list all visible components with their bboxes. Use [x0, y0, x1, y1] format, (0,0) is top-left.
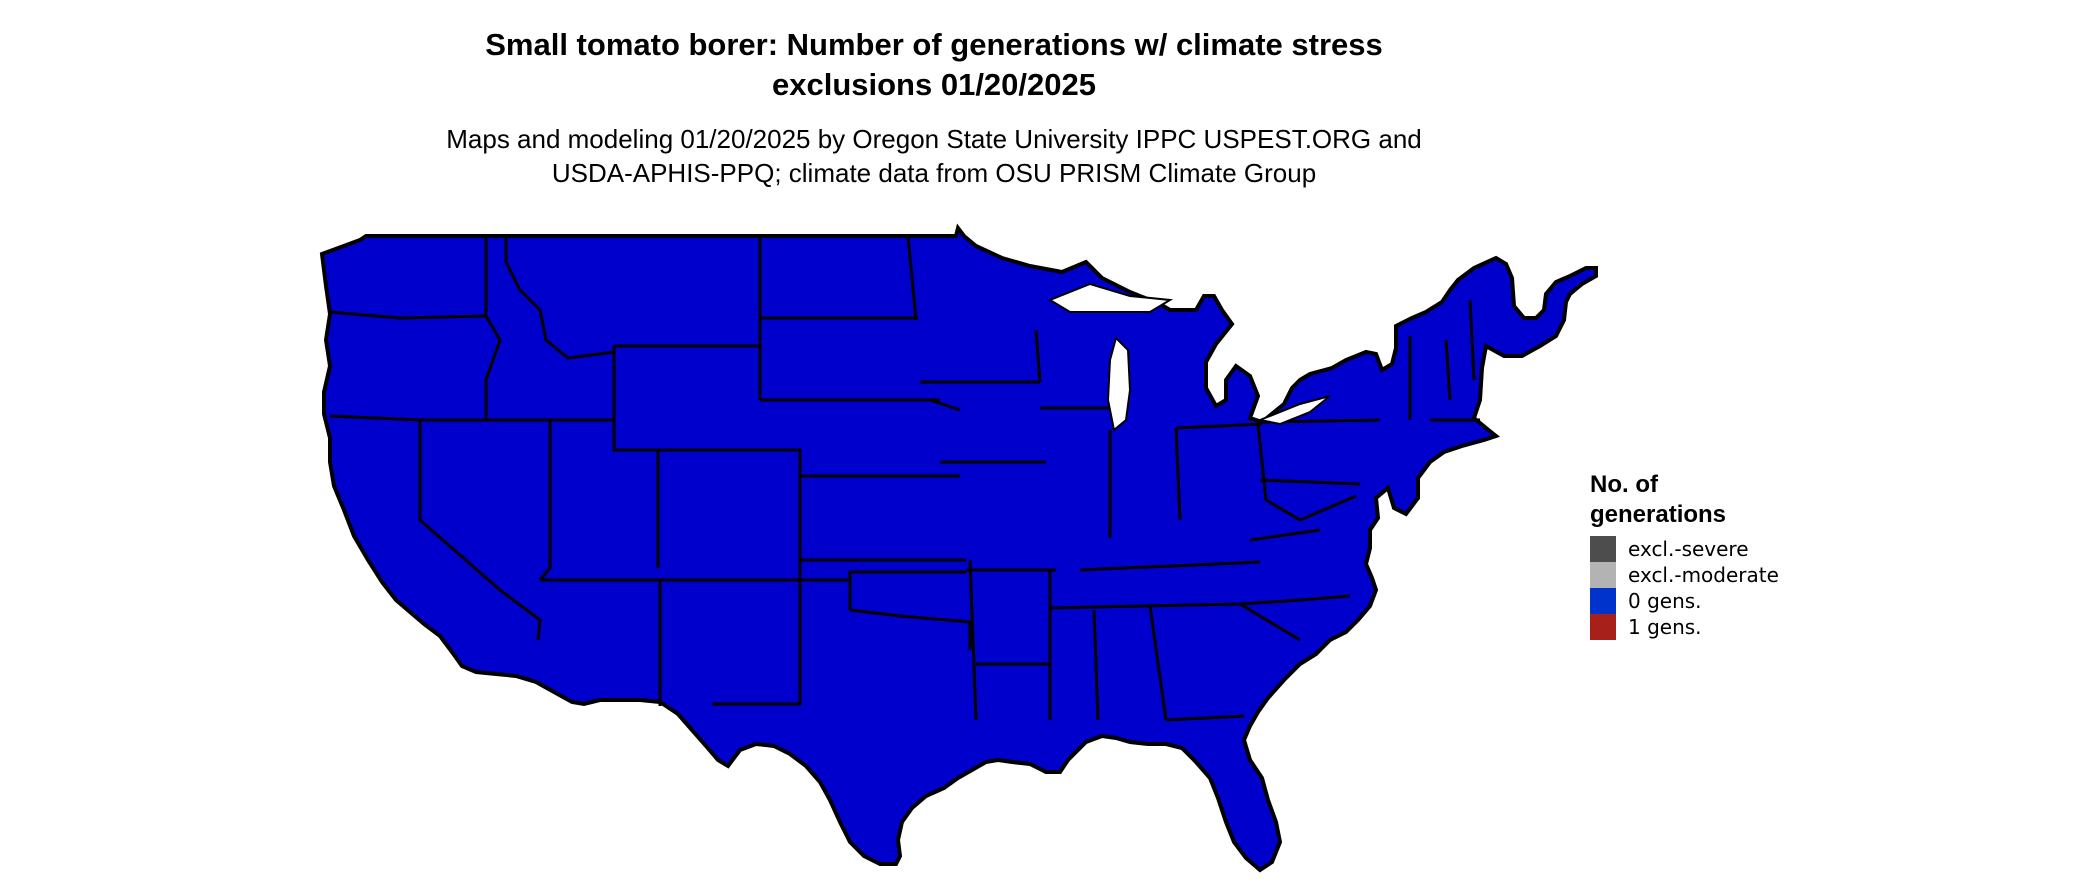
- legend-swatch: [1590, 588, 1616, 614]
- legend-title-line-1: No. of: [1590, 471, 1658, 498]
- legend-item: excl.-severe: [1590, 536, 1779, 562]
- map-subtitle-line-1: Maps and modeling 01/20/2025 by Oregon S…: [446, 124, 1422, 154]
- legend-item: 0 gens.: [1590, 588, 1779, 614]
- legend-label: 1 gens.: [1628, 615, 1702, 639]
- legend-swatch: [1590, 562, 1616, 588]
- legend-title: No. of generations: [1590, 470, 1779, 530]
- legend-swatch: [1590, 536, 1616, 562]
- lake-michigan: [1106, 336, 1132, 432]
- lake-erie: [1256, 395, 1331, 426]
- legend-label: excl.-moderate: [1628, 563, 1779, 587]
- lake-superior: [1047, 282, 1174, 313]
- legend-item: excl.-moderate: [1590, 562, 1779, 588]
- map-title-line-2: exclusions 01/20/2025: [771, 67, 1096, 102]
- legend-label: 0 gens.: [1628, 589, 1702, 613]
- legend-swatch: [1590, 614, 1616, 640]
- great-lakes: [1047, 282, 1331, 432]
- legend-label: excl.-severe: [1628, 537, 1749, 561]
- legend-title-line-2: generations: [1590, 501, 1727, 528]
- legend-item: 1 gens.: [1590, 614, 1779, 640]
- legend-items: excl.-severe excl.-moderate 0 gens. 1 ge…: [1590, 536, 1779, 640]
- map-subtitle-line-2: USDA-APHIS-PPQ; climate data from OSU PR…: [551, 158, 1317, 188]
- map-title-line-1: Small tomato borer: Number of generation…: [485, 27, 1383, 62]
- state-borders: [329, 235, 1480, 722]
- map-legend: No. of generations excl.-severe excl.-mo…: [1590, 470, 1779, 640]
- us-outline: [320, 226, 1598, 872]
